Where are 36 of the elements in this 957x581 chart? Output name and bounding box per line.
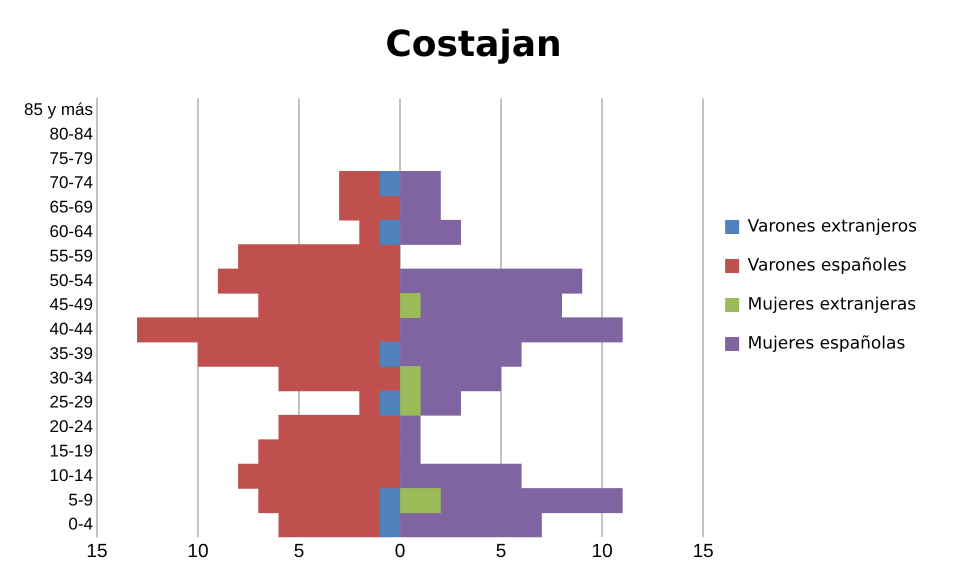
y-tick-label: 65-69: [49, 198, 93, 217]
x-tick-label: 15: [692, 540, 714, 562]
y-tick-label: 70-74: [49, 173, 93, 192]
bar: [400, 292, 421, 318]
y-tick-label: 55-59: [49, 246, 93, 266]
bar: [380, 390, 400, 416]
y-tick-label: 40-44: [49, 320, 93, 339]
y-tick-label: 30-34: [49, 368, 93, 388]
x-tick-label: 10: [592, 540, 613, 562]
bar: [380, 342, 400, 367]
y-tick-label: 85 y más: [24, 100, 93, 120]
legend-label: Mujeres españolas: [748, 333, 906, 354]
bar: [380, 171, 400, 196]
legend-label: Varones extranjeros: [748, 216, 918, 236]
x-tick-label: 5: [294, 540, 304, 562]
x-tick-label: 10: [187, 540, 209, 562]
bar: [380, 220, 400, 245]
y-tick-label: 15-19: [49, 442, 93, 461]
y-tick-label: 60-64: [49, 222, 93, 242]
y-tick-label: 20-24: [49, 417, 93, 436]
x-tick-label: 0: [394, 540, 406, 562]
legend-label: Mujeres extranjeras: [748, 294, 916, 314]
y-tick-label: 25-29: [49, 392, 93, 412]
y-tick-label: 5-9: [68, 490, 93, 510]
y-tick-label: 35-39: [49, 344, 93, 363]
y-tick-label: 50-54: [49, 270, 93, 290]
y-tick-label: 45-49: [49, 295, 93, 314]
chart-title: Costajan: [385, 24, 562, 65]
y-tick-label: 10-14: [49, 466, 93, 485]
y-tick-label: 0-4: [68, 514, 93, 534]
legend-label: Varones españoles: [748, 255, 907, 276]
y-tick-label: 75-79: [49, 148, 93, 168]
bar: [400, 488, 441, 514]
x-tick-label: 15: [86, 540, 108, 562]
x-tick-label: 5: [496, 540, 506, 562]
y-tick-label: 80-84: [49, 124, 93, 144]
